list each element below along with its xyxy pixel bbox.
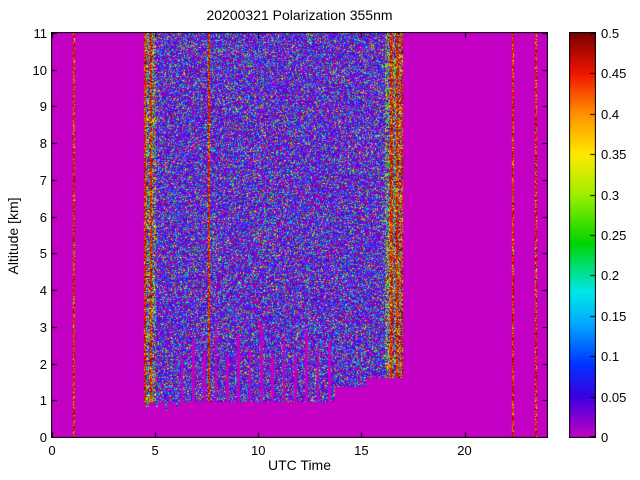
ctick-label: 0.1: [601, 349, 620, 365]
ytick-label: 5: [39, 246, 47, 262]
y-axis-label: Altitude [km]: [5, 197, 21, 275]
ytick-label: 10: [32, 62, 47, 78]
xtick-label: 0: [48, 443, 56, 458]
xtick-label: 10: [251, 443, 266, 458]
ctick-label: 0.45: [601, 66, 627, 82]
ctick-label: 0.3: [601, 187, 620, 203]
xtick-label: 15: [354, 443, 369, 458]
ytick-label: 4: [39, 283, 47, 299]
ytick-label: 6: [39, 209, 47, 225]
x-axis-label: UTC Time: [268, 457, 331, 473]
ytick-label: 1: [39, 393, 47, 409]
ctick-label: 0.4: [601, 106, 620, 122]
ctick-label: 0: [601, 430, 609, 445]
ctick-label: 0.2: [601, 268, 620, 284]
ytick-label: 7: [39, 172, 47, 188]
ytick-label: 2: [39, 356, 47, 372]
ctick-label: 0.15: [601, 308, 627, 324]
chart-title: 20200321 Polarization 355nm: [206, 7, 393, 23]
colorbar-canvas: [569, 32, 596, 438]
heatmap-canvas: [51, 32, 548, 438]
xtick-label: 5: [151, 443, 159, 458]
ytick-label: 0: [39, 430, 47, 445]
ytick-label: 8: [39, 136, 47, 152]
ctick-label: 0.05: [601, 389, 627, 405]
ytick-label: 11: [33, 26, 48, 41]
ctick-label: 0.25: [601, 228, 627, 243]
ytick-label: 9: [39, 99, 47, 115]
ytick-label: 3: [39, 319, 47, 335]
ctick-label: 0.5: [601, 26, 620, 41]
ctick-label: 0.35: [601, 147, 627, 163]
xtick-label: 20: [457, 443, 472, 458]
